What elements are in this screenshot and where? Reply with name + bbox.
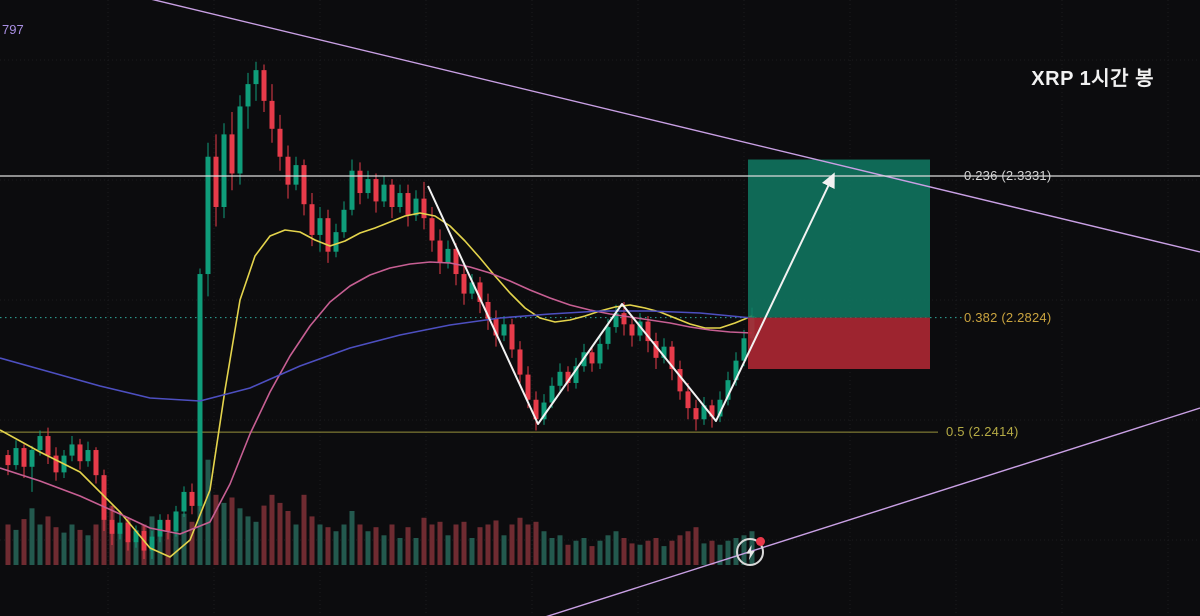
loss-zone: [748, 317, 930, 370]
fib-level-label: 0.236 (2.3331): [964, 168, 1052, 183]
magic-button[interactable]: [736, 537, 765, 566]
ma-yellow: [0, 212, 753, 558]
symbol-title: XRP 1시간 봉: [1031, 68, 1154, 90]
zigzag-pattern[interactable]: [427, 172, 835, 425]
fib-level-label: 0.382 (2.2824): [964, 309, 1052, 325]
moving-average-lines: [0, 212, 753, 558]
ma-indigo: [0, 310, 753, 402]
lightning-icon: [745, 544, 756, 560]
trendline-price-label: 797: [2, 22, 24, 37]
ma-pink: [0, 261, 753, 535]
fib-level-label: 0.5 (2.2414): [946, 424, 1019, 440]
notification-dot-icon: [756, 537, 765, 546]
fib-retracement-lines[interactable]: [0, 317, 962, 433]
volume-layer: [5, 430, 755, 565]
long-position-tool[interactable]: [748, 159, 930, 370]
trendlines[interactable]: [138, 0, 1200, 616]
profit-zone: [748, 159, 930, 318]
